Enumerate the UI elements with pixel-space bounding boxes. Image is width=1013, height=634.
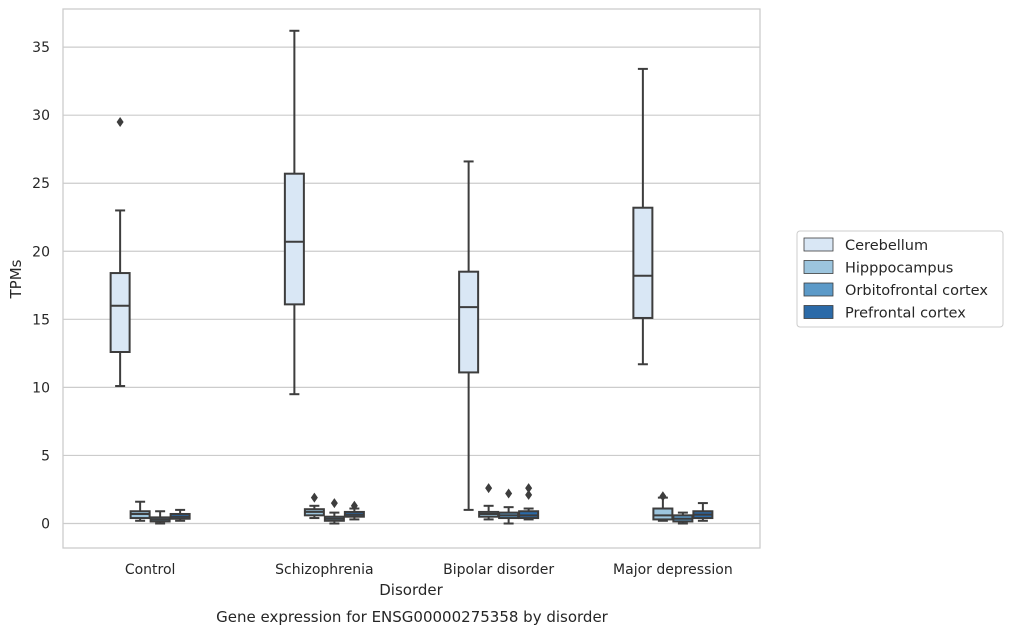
- box-iqr: [652, 507, 674, 521]
- y-tick-label-15: 15: [32, 312, 50, 328]
- y-tick-label-10: 10: [32, 380, 50, 396]
- box-iqr: [109, 272, 131, 353]
- x-tick-label: Bipolar disorder: [443, 562, 554, 578]
- outlier-point: [505, 488, 513, 499]
- x-tick-label: Control: [125, 562, 176, 578]
- box-cerebellum: [632, 67, 654, 366]
- y-tick-label-25: 25: [32, 176, 50, 192]
- chart-title: Gene expression for ENSG00000275358 by d…: [216, 608, 609, 626]
- box-prefrontal-cortex: [169, 508, 191, 522]
- outlier-point: [350, 500, 358, 511]
- box-iqr: [283, 172, 305, 306]
- legend-swatch: [803, 305, 834, 319]
- outlier-point: [330, 498, 338, 509]
- box-cerebellum: [109, 116, 131, 388]
- box-iqr: [458, 270, 480, 374]
- box-hipppocampus: [478, 483, 500, 521]
- box-orbitofrontal-cortex: [323, 498, 345, 525]
- x-tick-label: Schizophrenia: [275, 562, 373, 578]
- y-tick-label-5: 5: [41, 448, 50, 464]
- boxes: [109, 29, 714, 525]
- box-iqr: [632, 206, 654, 319]
- box-prefrontal-cortex: [343, 500, 365, 521]
- legend-swatch: [803, 260, 834, 274]
- x-tick-labels: Control Schizophrenia Bipolar disorder Majo…: [125, 562, 733, 578]
- box-orbitofrontal-cortex: [672, 511, 694, 525]
- box-cerebellum: [458, 160, 480, 511]
- x-axis-label: Disorder: [379, 581, 443, 599]
- y-tick-label-0: 0: [41, 517, 50, 533]
- plot-frame: [62, 8, 761, 549]
- box-hipppocampus: [129, 500, 151, 522]
- outlier-point: [485, 483, 493, 494]
- legend-swatch: [803, 237, 834, 252]
- x-tick-label: Major depression: [613, 562, 733, 578]
- y-tick-labels: 0 5 10 15 20 25 30 35: [32, 40, 50, 532]
- outlier-point: [659, 491, 667, 502]
- box-hipppocampus: [652, 491, 674, 522]
- legend-frame: [796, 230, 1004, 328]
- box-prefrontal-cortex: [518, 483, 540, 521]
- legend-label: Orbitofrontal cortex: [845, 283, 988, 299]
- outlier-point: [525, 483, 533, 494]
- box-hipppocampus: [303, 492, 325, 520]
- legend-swatch: [803, 282, 834, 297]
- gridlines: [63, 46, 760, 525]
- y-tick-label-20: 20: [32, 244, 50, 260]
- outlier-point: [116, 116, 124, 127]
- box-orbitofrontal-cortex: [149, 510, 171, 525]
- outlier-point: [525, 489, 533, 500]
- box-cerebellum: [283, 29, 305, 396]
- legend-label: Hipppocampus: [845, 261, 953, 277]
- y-axis-label: TPMs: [7, 259, 25, 299]
- y-tick-label-35: 35: [32, 40, 50, 56]
- y-tick-label-30: 30: [32, 108, 50, 124]
- legend-label: Cerebellum: [845, 238, 928, 254]
- box-orbitofrontal-cortex: [498, 488, 520, 525]
- box-prefrontal-cortex: [692, 502, 714, 522]
- legend-label: Prefrontal cortex: [845, 306, 966, 322]
- legend: Cerebellum Hipppocampus Orbitofrontal cort…: [796, 230, 1004, 328]
- outlier-point: [310, 492, 318, 503]
